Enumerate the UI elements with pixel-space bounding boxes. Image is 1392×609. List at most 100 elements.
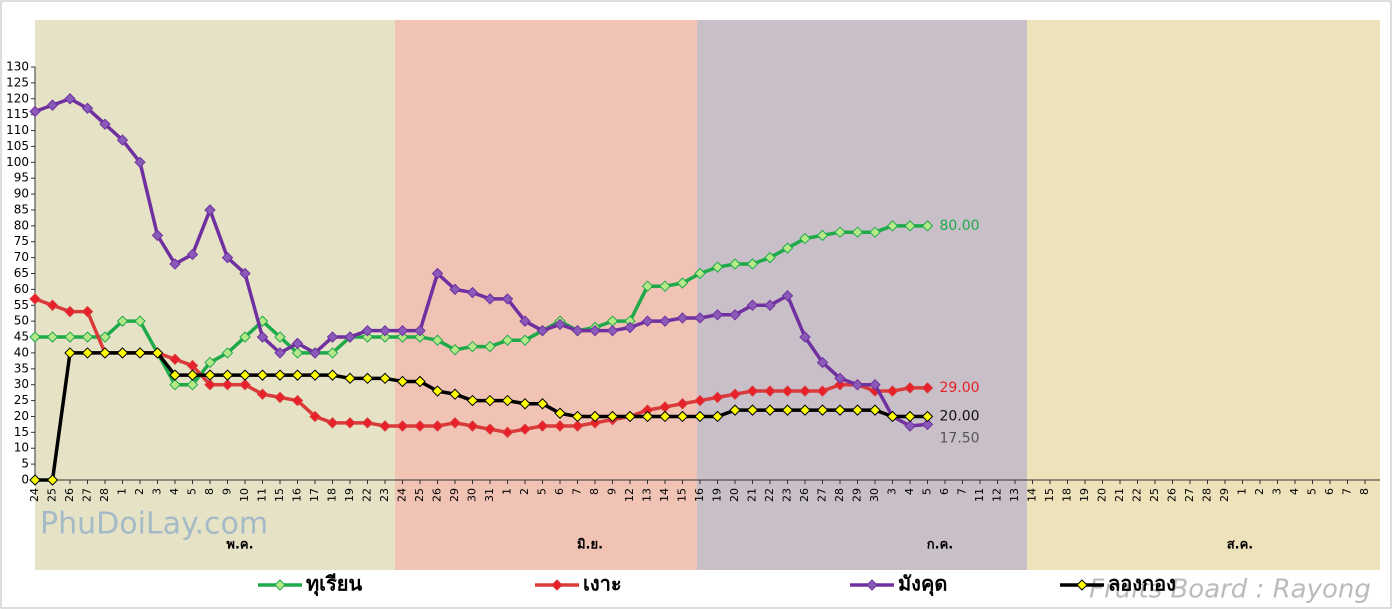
x-tick-label: 8 <box>588 488 601 495</box>
marker <box>781 385 794 397</box>
marker <box>746 258 759 270</box>
y-tick-label: 15 <box>14 425 29 439</box>
y-tick-label: 40 <box>14 345 29 359</box>
x-tick-label: 5 <box>921 488 934 495</box>
marker <box>449 388 461 400</box>
x-tick-label: 15 <box>273 488 286 502</box>
marker <box>904 220 916 232</box>
marker <box>169 378 181 391</box>
x-tick-label: 19 <box>1078 488 1091 502</box>
marker <box>746 404 759 416</box>
marker <box>624 321 636 334</box>
marker <box>729 388 741 400</box>
x-tick-label: 26 <box>1166 488 1179 502</box>
marker <box>606 410 619 423</box>
marker <box>571 410 584 423</box>
marker <box>764 404 776 416</box>
marker <box>204 369 216 381</box>
x-tick-label: 26 <box>798 488 811 502</box>
marker <box>764 299 776 311</box>
marker <box>676 277 689 289</box>
legend-label: ลองกอง <box>1108 572 1176 596</box>
y-tick-label: 5 <box>21 457 29 471</box>
marker <box>501 293 514 305</box>
x-tick-label: 24 <box>396 488 409 502</box>
x-tick-label: 13 <box>1008 488 1021 502</box>
value-label: 17.50 <box>940 430 980 446</box>
legend-marker <box>274 579 286 591</box>
marker <box>554 407 566 419</box>
marker <box>694 394 706 407</box>
marker <box>746 385 759 397</box>
marker <box>134 156 146 169</box>
marker <box>134 315 146 327</box>
marker <box>64 347 76 359</box>
x-tick-label: 6 <box>553 488 566 495</box>
y-tick-label: 110 <box>6 123 29 137</box>
marker <box>484 423 496 435</box>
watermark: PhuDoiLay.com <box>40 507 268 542</box>
marker <box>81 102 94 115</box>
marker <box>676 398 689 410</box>
marker <box>379 331 391 343</box>
marker <box>851 378 864 391</box>
y-tick-label: 80 <box>14 218 29 232</box>
x-tick-label: 27 <box>81 488 94 502</box>
marker <box>886 220 899 232</box>
marker <box>29 105 41 118</box>
marker <box>64 93 76 105</box>
x-tick-label: 13 <box>641 488 654 502</box>
legend-label: ทุเรียน <box>306 572 362 597</box>
marker <box>799 385 811 397</box>
marker <box>484 340 496 353</box>
x-tick-label: 23 <box>378 488 391 502</box>
x-tick-label: 16 <box>693 488 706 502</box>
x-tick-label: 21 <box>1113 488 1126 502</box>
marker <box>659 410 671 423</box>
marker <box>904 382 916 394</box>
marker <box>239 331 251 343</box>
x-tick-label: 11 <box>973 488 986 502</box>
marker <box>816 404 829 416</box>
marker <box>816 356 829 369</box>
marker <box>869 404 881 416</box>
marker <box>186 369 199 381</box>
x-tick-label: 26 <box>431 488 444 502</box>
x-tick-label: 16 <box>291 488 304 502</box>
series-line <box>35 224 928 387</box>
y-tick-label: 55 <box>14 298 29 312</box>
marker <box>449 417 461 429</box>
marker <box>764 251 776 264</box>
marker <box>116 134 129 146</box>
marker <box>361 372 374 385</box>
y-tick-label: 50 <box>14 314 29 328</box>
bg-panel <box>697 20 1027 570</box>
marker <box>291 337 304 350</box>
marker <box>379 324 391 337</box>
marker <box>309 369 321 381</box>
series-line <box>34 96 928 428</box>
marker <box>396 420 409 432</box>
x-tick-label: 19 <box>343 488 356 502</box>
marker <box>886 385 899 397</box>
marker <box>869 378 881 391</box>
marker <box>221 347 234 359</box>
marker <box>414 331 426 343</box>
y-tick-label: 115 <box>6 107 29 121</box>
marker <box>204 378 216 391</box>
y-tick-label: 45 <box>14 330 29 344</box>
x-tick-label: 9 <box>221 488 234 495</box>
month-label: ก.ค. <box>927 538 953 553</box>
marker <box>81 331 94 343</box>
marker <box>449 283 461 296</box>
marker <box>309 347 321 359</box>
marker <box>326 331 339 343</box>
y-tick-label: 95 <box>14 171 29 185</box>
legend-label: มังคุด <box>898 572 947 597</box>
marker <box>501 334 514 346</box>
marker <box>466 394 479 407</box>
x-tick-label: 3 <box>151 488 164 495</box>
x-tick-label: 30 <box>868 488 881 502</box>
marker <box>921 410 934 423</box>
